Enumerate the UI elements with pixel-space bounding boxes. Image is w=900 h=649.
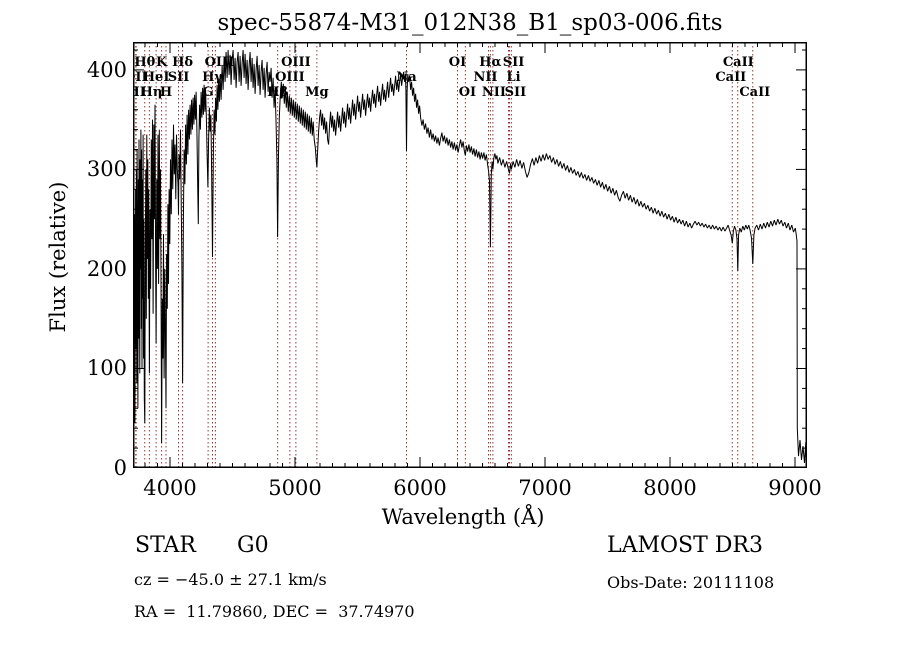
- ra-dec-text: RA = 11.79860, DEC = 37.74970: [134, 602, 415, 621]
- spectral-line-label: Hα: [479, 55, 501, 70]
- spectral-line-label: CaII: [739, 85, 770, 100]
- object-class-label: STAR: [135, 533, 196, 558]
- spectral-line-label: Mg: [305, 85, 328, 100]
- y-tick-label: 300: [86, 157, 127, 182]
- spectral-line-label: OIII: [275, 70, 305, 85]
- spectral-line-label: Hθ: [134, 55, 155, 70]
- x-tick-label: 7000: [518, 476, 572, 500]
- y-tick-label: 0: [113, 456, 127, 480]
- plot-frame: [133, 42, 807, 468]
- spectral-line-label: Hη: [141, 85, 163, 100]
- spectral-line-label: OII: [133, 85, 146, 100]
- spectral-line-label: H: [160, 85, 172, 100]
- spectral-line-label: OI: [459, 85, 476, 100]
- cz-velocity-text: cz = −45.0 ± 27.1 km/s: [134, 570, 327, 589]
- spectral-line-label: OI: [449, 55, 466, 70]
- spectral-line-label: SII: [168, 70, 190, 85]
- spectral-line-label: G: [203, 85, 214, 100]
- spectral-line-label: NII: [482, 85, 506, 100]
- spectral-line-label: OIII: [205, 55, 235, 70]
- spectral-line-label: Na: [396, 70, 417, 85]
- plot-title: spec-55874-M31_012N38_B1_sp03-006.fits: [217, 10, 723, 36]
- spectral-line-label: Hγ: [202, 70, 223, 85]
- y-tick-label: 400: [86, 57, 127, 82]
- survey-label: LAMOST DR3: [607, 533, 763, 558]
- x-axis-title: Wavelength (Å): [381, 505, 545, 529]
- obs-date-text: Obs-Date: 20111108: [607, 573, 775, 592]
- spectral-line-label: Li: [506, 70, 520, 85]
- object-subclass-label: G0: [237, 533, 269, 558]
- y-tick-label: 100: [86, 356, 127, 381]
- spectral-line-label: OIII: [281, 55, 311, 70]
- x-tick-label: 6000: [393, 476, 447, 500]
- spectral-line-label: NII: [473, 70, 497, 85]
- spectral-line-label: K: [156, 55, 168, 70]
- spectral-line-label: SII: [503, 55, 525, 70]
- spectral-line-label: SII: [505, 85, 527, 100]
- spectral-line-label: CaII: [715, 70, 746, 85]
- plot-area: OIIOIIHθHηHeIKHSIIHδGHγOIIIHβOIIIOIIIMgN…: [133, 42, 807, 468]
- spectral-line-label: Hβ: [267, 85, 288, 100]
- spectral-line-label: HeI: [143, 70, 170, 85]
- x-tick-label: 8000: [643, 476, 697, 500]
- y-tick-label: 200: [86, 256, 127, 281]
- x-tick-label: 9000: [768, 476, 822, 500]
- x-tick-label: 4000: [143, 476, 197, 500]
- spectral-line-label: CaII: [723, 55, 754, 70]
- x-tick-label: 5000: [268, 476, 322, 500]
- spectrum-chart: OIIOIIHθHηHeIKHSIIHδGHγOIIIHβOIIIOIIIMgN…: [133, 42, 807, 468]
- spectrum-trace: [133, 49, 807, 464]
- spectral-line-label: Hδ: [172, 55, 193, 70]
- spectral-line-label: OII: [133, 70, 148, 85]
